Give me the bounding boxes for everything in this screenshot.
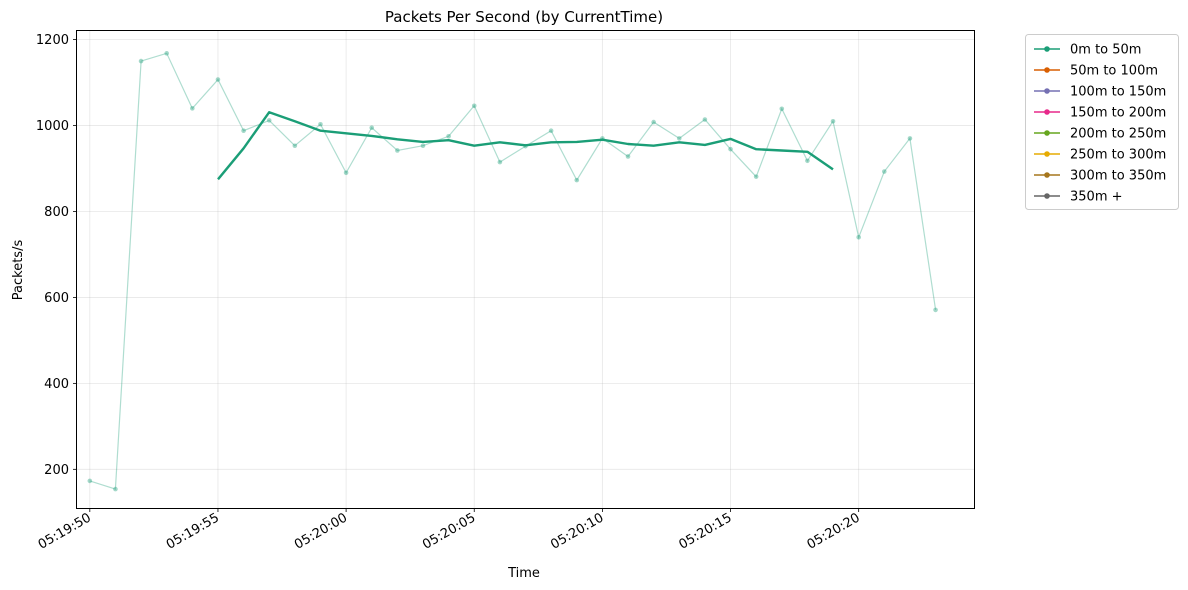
raw-data-point <box>138 58 144 64</box>
raw-data-point <box>395 148 400 153</box>
legend-entry: 300m to 350m <box>1034 169 1166 184</box>
raw-data-point <box>676 136 682 141</box>
raw-data-point <box>702 117 708 122</box>
raw-data-point <box>830 118 836 124</box>
legend-entry: 50m to 100m <box>1034 64 1158 79</box>
y-tick-label: 200 <box>44 463 69 478</box>
raw-data-point <box>343 170 349 176</box>
legend-entry: 250m to 300m <box>1034 148 1166 163</box>
raw-data-point <box>446 133 451 139</box>
legend-entry: 350m + <box>1034 190 1123 205</box>
x-axis-label: Time <box>507 566 540 581</box>
legend-label: 200m to 250m <box>1070 127 1166 142</box>
x-tick-label: 05:19:55 <box>164 510 222 552</box>
legend-label: 350m + <box>1070 190 1123 205</box>
y-tick-label: 1000 <box>36 119 69 134</box>
legend-marker <box>1044 46 1050 52</box>
raw-data-point <box>369 125 375 130</box>
legend-entry: 200m to 250m <box>1034 127 1166 142</box>
legend-entry: 100m to 150m <box>1034 85 1166 100</box>
chart-title: Packets Per Second (by CurrentTime) <box>385 8 663 26</box>
raw-data-point <box>728 146 733 152</box>
plot-frame <box>76 30 975 509</box>
raw-data-point <box>113 486 118 492</box>
raw-data-point <box>882 169 887 174</box>
raw-data-point <box>779 106 785 112</box>
x-tick-label: 05:20:15 <box>676 510 734 552</box>
x-tick-label: 05:20:05 <box>420 510 478 552</box>
raw-data-point <box>266 118 272 123</box>
raw-data-point <box>651 119 656 125</box>
legend-label: 250m to 300m <box>1070 148 1166 163</box>
legend-entry: 150m to 200m <box>1034 106 1166 121</box>
legend-label: 150m to 200m <box>1070 106 1166 121</box>
legend-marker <box>1044 151 1050 157</box>
y-tick-label: 800 <box>44 205 69 220</box>
x-axis-ticks: 05:19:50 05:19:55 05:20:00 05:20:05 05:20:10… <box>36 508 863 553</box>
raw-data-point <box>318 121 323 127</box>
y-tick-label: 400 <box>44 377 69 392</box>
x-tick-label: 05:20:00 <box>292 510 350 552</box>
y-tick-label: 600 <box>44 291 69 306</box>
legend-label: 300m to 350m <box>1070 169 1166 184</box>
raw-data-point <box>215 77 221 82</box>
raw-data-point <box>471 103 477 109</box>
raw-data-point <box>87 478 93 484</box>
raw-data-point <box>753 174 759 179</box>
legend-marker <box>1044 172 1050 178</box>
y-tick-label: 1200 <box>36 33 69 48</box>
legend-marker <box>1044 193 1050 199</box>
raw-data-point <box>907 136 913 141</box>
raw-data-point <box>548 128 554 133</box>
legend-marker <box>1044 88 1050 94</box>
legend-marker <box>1044 109 1050 115</box>
legend-frame <box>1025 34 1179 210</box>
raw-series-layer <box>87 51 938 492</box>
legend-entry: 0m to 50m <box>1034 43 1141 58</box>
x-tick-label: 05:20:20 <box>805 510 863 552</box>
x-tick-label: 05:19:50 <box>36 510 94 552</box>
legend-label: 0m to 50m <box>1070 43 1141 58</box>
raw-data-point <box>164 51 169 56</box>
raw-data-point <box>933 307 938 313</box>
x-tick-label: 05:20:10 <box>548 510 606 552</box>
raw-data-point <box>805 158 810 164</box>
smoothed-series-line <box>217 110 834 181</box>
legend-label: 100m to 150m <box>1070 85 1166 100</box>
smoothed-series-layer <box>217 110 834 181</box>
legend-label: 50m to 100m <box>1070 64 1158 79</box>
legend: 0m to 50m 50m to 100m 100m to 150m 150m to … <box>1025 34 1179 210</box>
raw-data-point <box>190 106 195 111</box>
y-axis-label: Packets/s <box>11 240 26 301</box>
raw-data-point <box>241 128 246 133</box>
raw-data-point <box>497 159 503 165</box>
grid-lines <box>77 31 974 508</box>
raw-data-point <box>420 143 426 149</box>
y-axis-ticks: 200 400 600 800 1000 1200 <box>36 33 77 478</box>
raw-series-line <box>89 52 937 490</box>
legend-marker <box>1044 130 1050 136</box>
raw-data-point <box>856 234 861 240</box>
raw-data-point <box>625 154 631 159</box>
raw-data-point <box>574 177 580 183</box>
legend-marker <box>1044 67 1050 73</box>
raw-data-point <box>292 143 298 149</box>
